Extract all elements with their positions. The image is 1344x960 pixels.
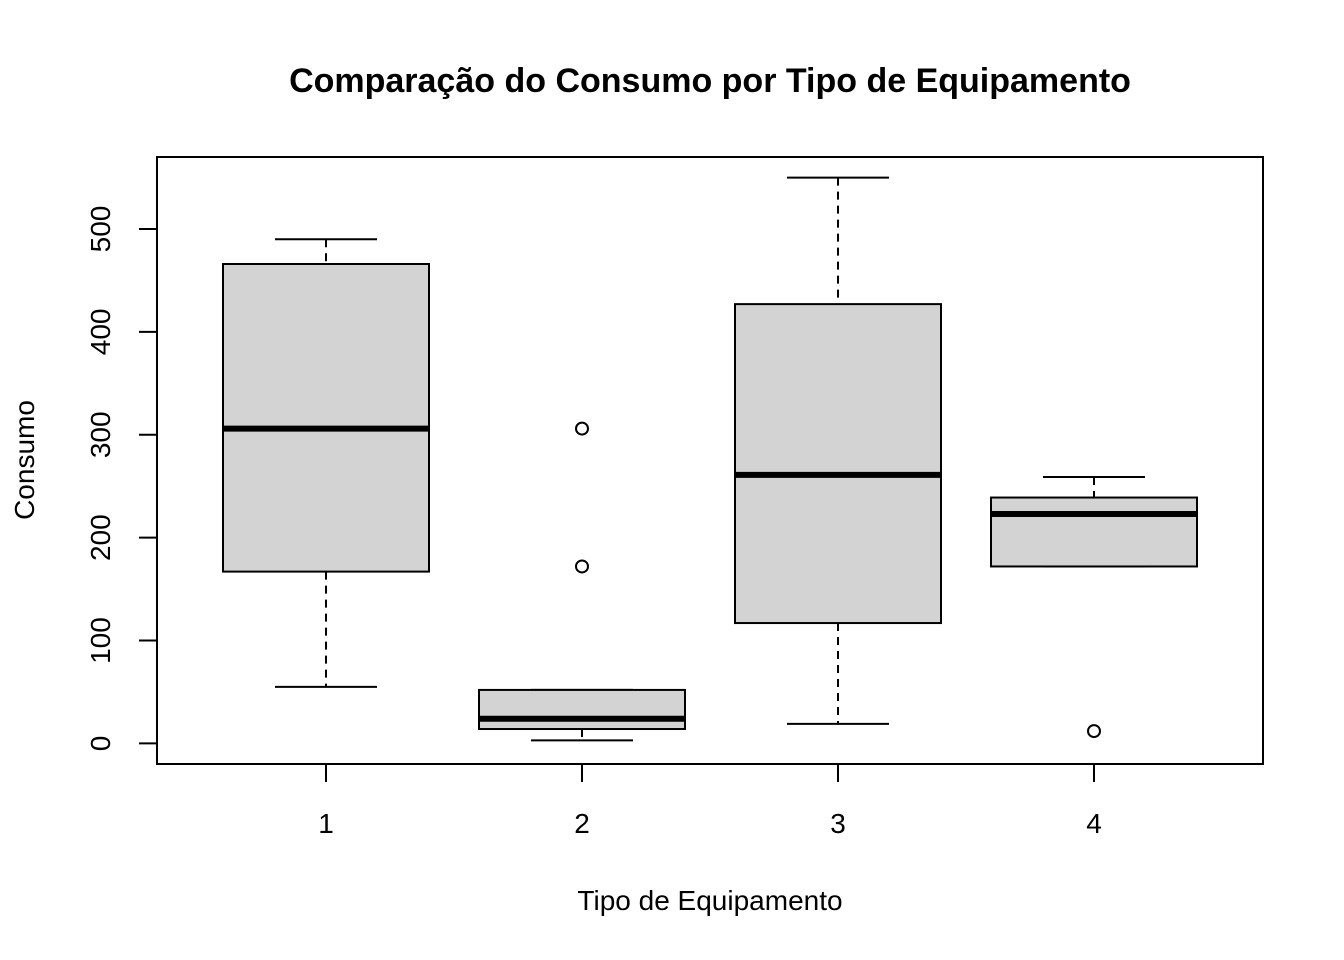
y-axis-label: Consumo — [9, 400, 40, 520]
box-iqr — [222, 262, 430, 573]
y-tick-label: 500 — [85, 206, 116, 253]
y-tick-label: 100 — [85, 617, 116, 664]
x-tick-label: 4 — [1086, 808, 1102, 839]
x-tick-label: 1 — [318, 808, 334, 839]
outlier-point — [575, 421, 589, 436]
box-iqr — [734, 303, 942, 625]
chart-title: Comparação do Consumo por Tipo de Equipa… — [289, 62, 1131, 100]
box-iqr — [990, 496, 1198, 568]
box-iqr — [478, 688, 686, 731]
y-tick-label: 200 — [85, 514, 116, 561]
x-axis-label: Tipo de Equipamento — [577, 885, 842, 916]
y-tick-label: 0 — [85, 736, 116, 752]
y-tick-label: 300 — [85, 411, 116, 458]
y-tick-label: 400 — [85, 309, 116, 356]
outlier-point — [1087, 724, 1101, 739]
x-tick-label: 2 — [574, 808, 590, 839]
x-tick-label: 3 — [830, 808, 846, 839]
plot-marks: 0 100 200 300 400 500 1 2 3 4 — [85, 176, 1198, 839]
outlier-point — [575, 559, 589, 574]
